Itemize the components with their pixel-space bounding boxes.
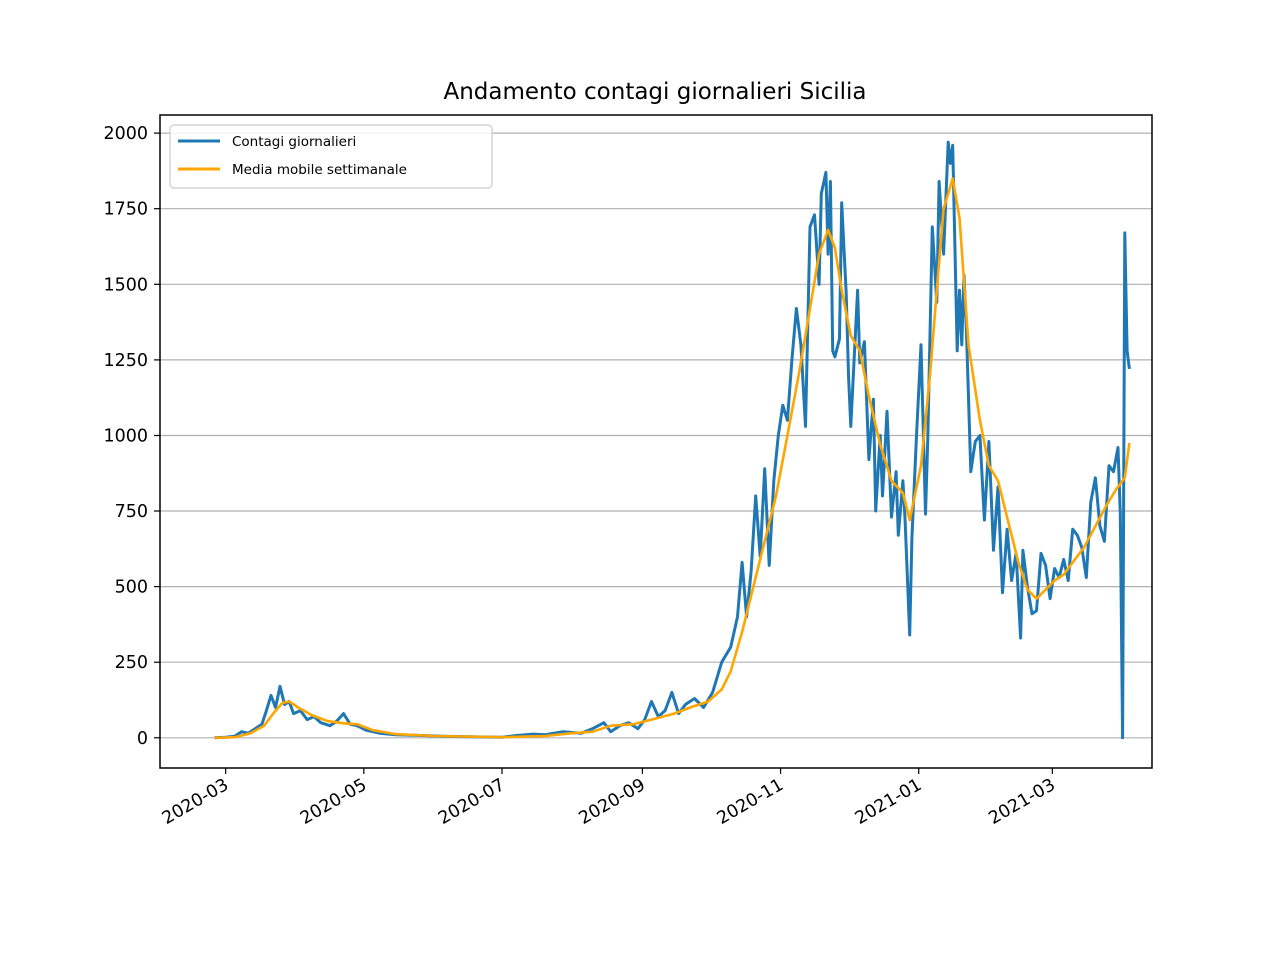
- y-tick-label-750: 750: [115, 502, 148, 522]
- y-tick-label-0: 0: [137, 729, 148, 749]
- y-tick-label-1250: 1250: [103, 351, 148, 371]
- legend: Contagi giornalieri Media mobile settima…: [169, 124, 493, 189]
- y-tick-label-1000: 1000: [103, 427, 148, 447]
- y-tick-label-500: 500: [115, 578, 148, 598]
- y-tick-label-1750: 1750: [103, 200, 148, 220]
- chart-title: Andamento contagi giornalieri Sicilia: [443, 79, 866, 105]
- legend-label-media: Media mobile settimanale: [232, 162, 407, 178]
- legend-label-contagi: Contagi giornalieri: [232, 134, 356, 150]
- plot-frame: [159, 114, 1153, 769]
- y-axis-ticks: 0 250 500 750 1000 1250 1500 1750 2000: [103, 124, 160, 749]
- y-tick-label-2000: 2000: [103, 124, 148, 144]
- y-tick-label-1500: 1500: [103, 275, 148, 295]
- y-tick-label-250: 250: [115, 653, 148, 673]
- series-line-media-mobile: [214, 177, 1131, 740]
- series-layer: [214, 140, 1131, 740]
- legend-box: [169, 124, 493, 189]
